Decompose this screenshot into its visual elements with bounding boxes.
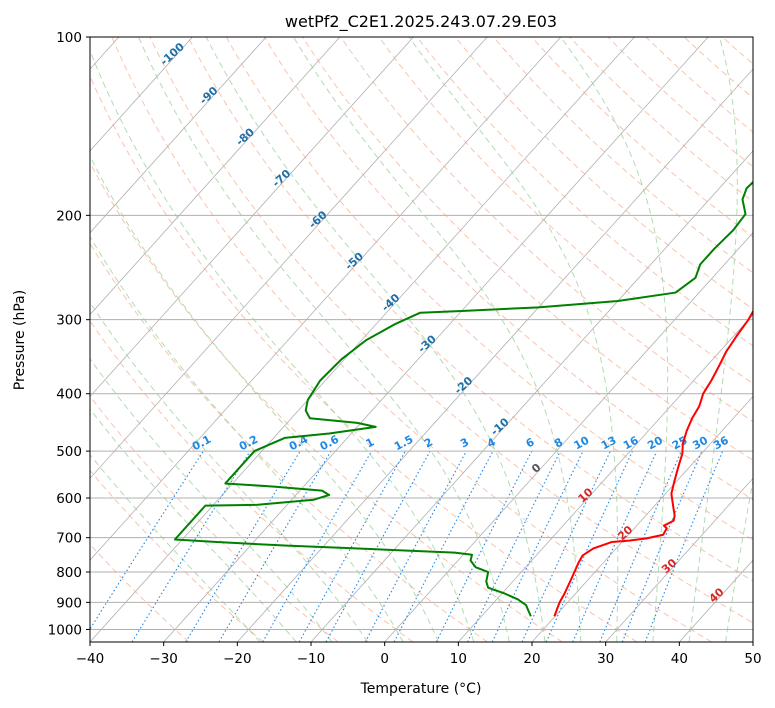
dry-adiabat-line: [90, 242, 488, 642]
mixing-ratio-line: [521, 450, 611, 642]
moist-adiabat-line: [725, 478, 753, 642]
plot-frame: [89, 36, 754, 643]
y-tick-label: 700: [56, 531, 82, 547]
y-tick-label: 900: [56, 595, 82, 611]
mixing-ratio-line: [545, 450, 634, 642]
x-tick-label: −30: [149, 651, 178, 667]
dry-adiabat-line: [90, 75, 638, 642]
mixing-ratio-line: [325, 450, 431, 642]
isotherm-line: [90, 37, 562, 561]
mixing-ratio-line: [298, 450, 406, 642]
dry-adiabat-line: [454, 37, 753, 310]
y-tick-label: 300: [56, 313, 82, 329]
isotherm-line: [163, 37, 709, 642]
isotherm-line: [90, 37, 341, 316]
moist-adiabat-line: [138, 37, 510, 642]
y-tick-label: 500: [56, 444, 82, 460]
mixing-ratio-line: [467, 450, 561, 642]
dry-adiabat-line: [225, 37, 753, 541]
dewpoint-profile-line: [173, 180, 753, 617]
mixing-ratio-line: [185, 450, 301, 642]
isotherm-line: [310, 150, 753, 642]
moist-adiabat-line: [408, 37, 619, 642]
x-tick-label: 40: [671, 651, 688, 667]
x-tick-label: −10: [297, 651, 326, 667]
dry-adiabat-line: [264, 37, 753, 501]
y-tick-label: 100: [56, 30, 82, 46]
mixing-ratio-line: [90, 450, 204, 630]
moist-adiabat-line: [560, 37, 669, 642]
dry-adiabat-line: [378, 37, 753, 385]
mixing-ratio-line: [621, 450, 703, 642]
mixing-ratio-label: 30: [690, 434, 710, 453]
dry-adiabat-line: [607, 37, 753, 168]
mixing-ratio-label: 36: [711, 434, 731, 453]
y-tick-label: 200: [56, 208, 82, 224]
mixing-ratio-label: 10: [572, 434, 592, 453]
x-tick-label: 20: [523, 651, 540, 667]
x-axis-label: Temperature (°C): [360, 681, 482, 697]
x-tick-label: −20: [223, 651, 252, 667]
moist-adiabat-line: [293, 37, 582, 642]
dry-adiabat-line: [340, 37, 753, 423]
mixing-ratio-line: [491, 450, 584, 642]
moist-adiabat-line: [90, 301, 369, 642]
isotherm-line: [458, 313, 753, 642]
isotherm-line: [237, 68, 753, 642]
isotherm-line: [90, 37, 414, 398]
moist-adiabat-line: [90, 357, 333, 642]
mixing-ratio-label: 13: [599, 434, 619, 453]
y-tick-label: 800: [56, 565, 82, 581]
dry-adiabat-line: [111, 37, 712, 642]
isotherm-line: [384, 232, 753, 642]
pressure-gridlines: [90, 37, 753, 630]
moist-adiabat-line: [90, 453, 261, 642]
profile-series: [173, 180, 753, 617]
dry-adiabat-line: [90, 161, 563, 642]
isotherm-line: [90, 37, 635, 642]
x-tick-label: 30: [597, 651, 614, 667]
isotherm-line: [605, 477, 753, 642]
moist-adiabat-line: [205, 37, 546, 642]
y-tick-label: 1000: [48, 622, 82, 638]
isotherm-line: [90, 37, 267, 234]
moist-adiabat-line: [90, 49, 475, 642]
isotherm-line: [90, 37, 488, 479]
x-tick-label: 50: [744, 651, 761, 667]
moist-adiabat-line: [688, 37, 738, 642]
dry-adiabat-line: [416, 37, 753, 347]
dry-adiabat-line: [90, 320, 414, 642]
isotherm-line: [90, 37, 193, 152]
y-tick-label: 400: [56, 387, 82, 403]
mixing-ratio-line: [218, 450, 332, 642]
mixing-ratio-line: [599, 450, 682, 642]
dry-adiabat-line: [493, 37, 753, 274]
y-tick-label: 600: [56, 491, 82, 507]
temperature-profile-line: [553, 309, 753, 617]
mixing-ratio-line: [262, 450, 373, 642]
dry-adiabat-line: [187, 37, 753, 582]
x-tick-label: 10: [450, 651, 467, 667]
y-axis-label: Pressure (hPa): [12, 290, 28, 390]
x-tick-label: −40: [76, 651, 105, 667]
dry-adiabat-line: [90, 395, 339, 642]
mixing-ratio-label: 20: [645, 434, 665, 453]
moist-adiabat-line: [90, 155, 439, 642]
background-lines: [90, 37, 753, 642]
mixing-ratio-label: 16: [621, 434, 641, 453]
mixing-ratio-line: [131, 450, 251, 642]
x-tick-label: 0: [380, 651, 389, 667]
chart-title: wetPf2_C2E1.2025.243.07.29.E03: [285, 12, 557, 32]
